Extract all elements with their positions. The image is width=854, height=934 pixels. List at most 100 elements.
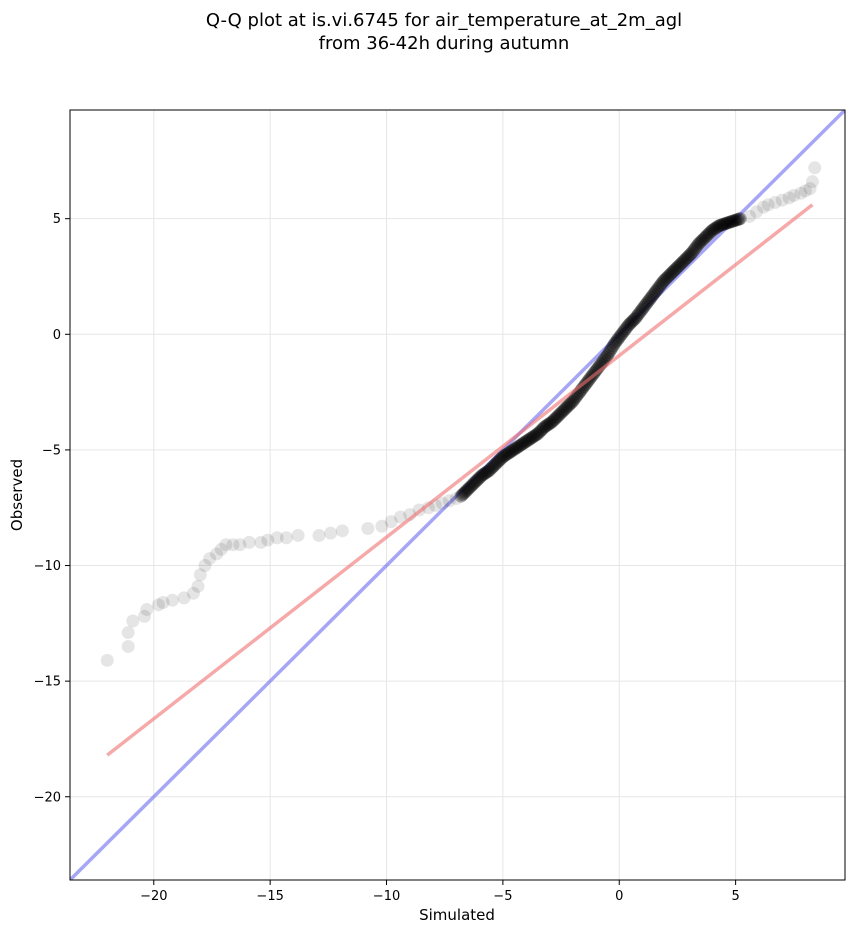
- data-point: [468, 475, 482, 489]
- x-tick-label: −15: [256, 889, 283, 904]
- data-point: [686, 245, 700, 259]
- data-point: [715, 218, 729, 232]
- data-point: [553, 407, 567, 421]
- data-point: [672, 259, 686, 273]
- data-point: [493, 453, 507, 467]
- grid-lines: [70, 110, 845, 880]
- data-point: [627, 312, 641, 326]
- data-point: [662, 269, 676, 283]
- data-point: [682, 249, 696, 263]
- data-point: [486, 460, 500, 474]
- tail-data-point: [219, 538, 233, 552]
- data-point: [710, 220, 724, 234]
- data-point: [503, 445, 517, 459]
- data-point: [538, 420, 552, 434]
- tail-data-point: [798, 184, 812, 198]
- tail-data-point: [787, 189, 801, 203]
- y-tick-label: 0: [53, 328, 61, 343]
- data-point: [552, 408, 566, 422]
- data-point: [518, 435, 532, 449]
- data-point: [729, 213, 743, 227]
- data-point: [687, 243, 701, 257]
- tail-data-point: [361, 522, 375, 536]
- data-point: [521, 433, 535, 447]
- tail-data-point: [421, 501, 435, 515]
- tail-data-point: [226, 538, 240, 552]
- x-tick-label: 0: [615, 889, 623, 904]
- data-point: [510, 441, 524, 455]
- data-point: [490, 455, 504, 469]
- data-point: [701, 227, 715, 241]
- data-point: [663, 267, 677, 281]
- data-point: [532, 425, 546, 439]
- data-point: [733, 212, 747, 226]
- data-point: [711, 220, 725, 234]
- tail-data-point: [156, 596, 170, 610]
- data-point: [698, 230, 712, 244]
- data-point: [700, 229, 714, 243]
- data-point: [479, 466, 493, 480]
- data-point: [634, 304, 648, 318]
- data-point: [640, 296, 654, 310]
- data-point: [559, 401, 573, 415]
- data-point: [606, 339, 620, 353]
- data-point: [675, 256, 689, 270]
- data-point: [643, 293, 657, 307]
- data-point: [485, 461, 499, 475]
- data-point: [673, 257, 687, 271]
- chart-title-line-2: from 36-42h during autumn: [319, 33, 570, 54]
- data-point: [577, 380, 591, 394]
- data-point: [609, 335, 623, 349]
- data-point: [481, 465, 495, 479]
- data-point: [549, 411, 563, 425]
- data-point: [705, 223, 719, 237]
- data-point: [500, 447, 514, 461]
- data-point: [469, 474, 483, 488]
- tail-data-point: [291, 528, 305, 542]
- tail-data-point: [126, 614, 140, 628]
- y-tick-label: −10: [34, 559, 61, 574]
- tail-data-point: [761, 198, 775, 212]
- data-point: [520, 434, 534, 448]
- tail-data-point: [757, 200, 771, 214]
- data-point: [619, 322, 633, 336]
- data-point: [723, 215, 737, 229]
- data-point: [696, 233, 710, 247]
- data-point: [670, 260, 684, 274]
- data-point: [732, 212, 746, 226]
- tail-data-point: [121, 639, 135, 653]
- data-point: [677, 253, 691, 267]
- tail-data-point: [449, 491, 463, 505]
- data-point: [666, 264, 680, 278]
- data-point: [550, 410, 564, 424]
- data-point: [599, 350, 613, 364]
- data-point: [527, 429, 541, 443]
- data-point: [644, 291, 658, 305]
- tail-data-point: [121, 626, 135, 640]
- tail-data-point: [100, 653, 114, 667]
- tail-data-point: [312, 528, 326, 542]
- data-point: [641, 294, 655, 308]
- data-point: [617, 324, 631, 338]
- data-point: [683, 248, 697, 262]
- data-point: [605, 341, 619, 355]
- data-point: [517, 436, 531, 450]
- data-point: [689, 241, 703, 255]
- data-point: [612, 331, 626, 345]
- data-point: [589, 363, 603, 377]
- x-tick-label: −20: [140, 889, 167, 904]
- y-tick-label: 5: [53, 212, 61, 227]
- fit-line: [106, 203, 814, 757]
- tail-data-point: [794, 186, 808, 200]
- identity-line: [70, 110, 845, 880]
- data-point: [528, 429, 542, 443]
- x-tick-label: 5: [731, 889, 739, 904]
- data-point: [603, 343, 617, 357]
- data-point: [630, 309, 644, 323]
- data-point: [654, 278, 668, 292]
- tail-data-point: [808, 161, 822, 175]
- data-point: [669, 262, 683, 276]
- data-point: [694, 234, 708, 248]
- data-point: [534, 424, 548, 438]
- data-point: [496, 450, 510, 464]
